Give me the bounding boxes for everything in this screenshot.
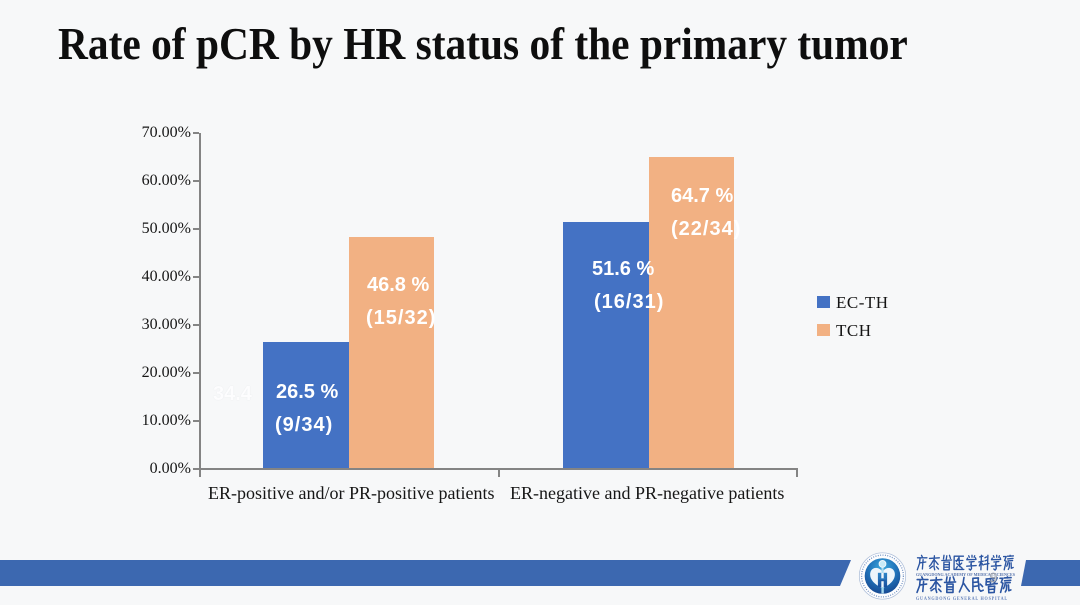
svg-text:GUANGDONG GENERAL HOSPITAL: GUANGDONG GENERAL HOSPITAL: [916, 596, 1008, 602]
svg-text:GUANGDONG ACADEMY OF MEDICAL S: GUANGDONG ACADEMY OF MEDICAL SCIENCES: [916, 572, 1015, 577]
